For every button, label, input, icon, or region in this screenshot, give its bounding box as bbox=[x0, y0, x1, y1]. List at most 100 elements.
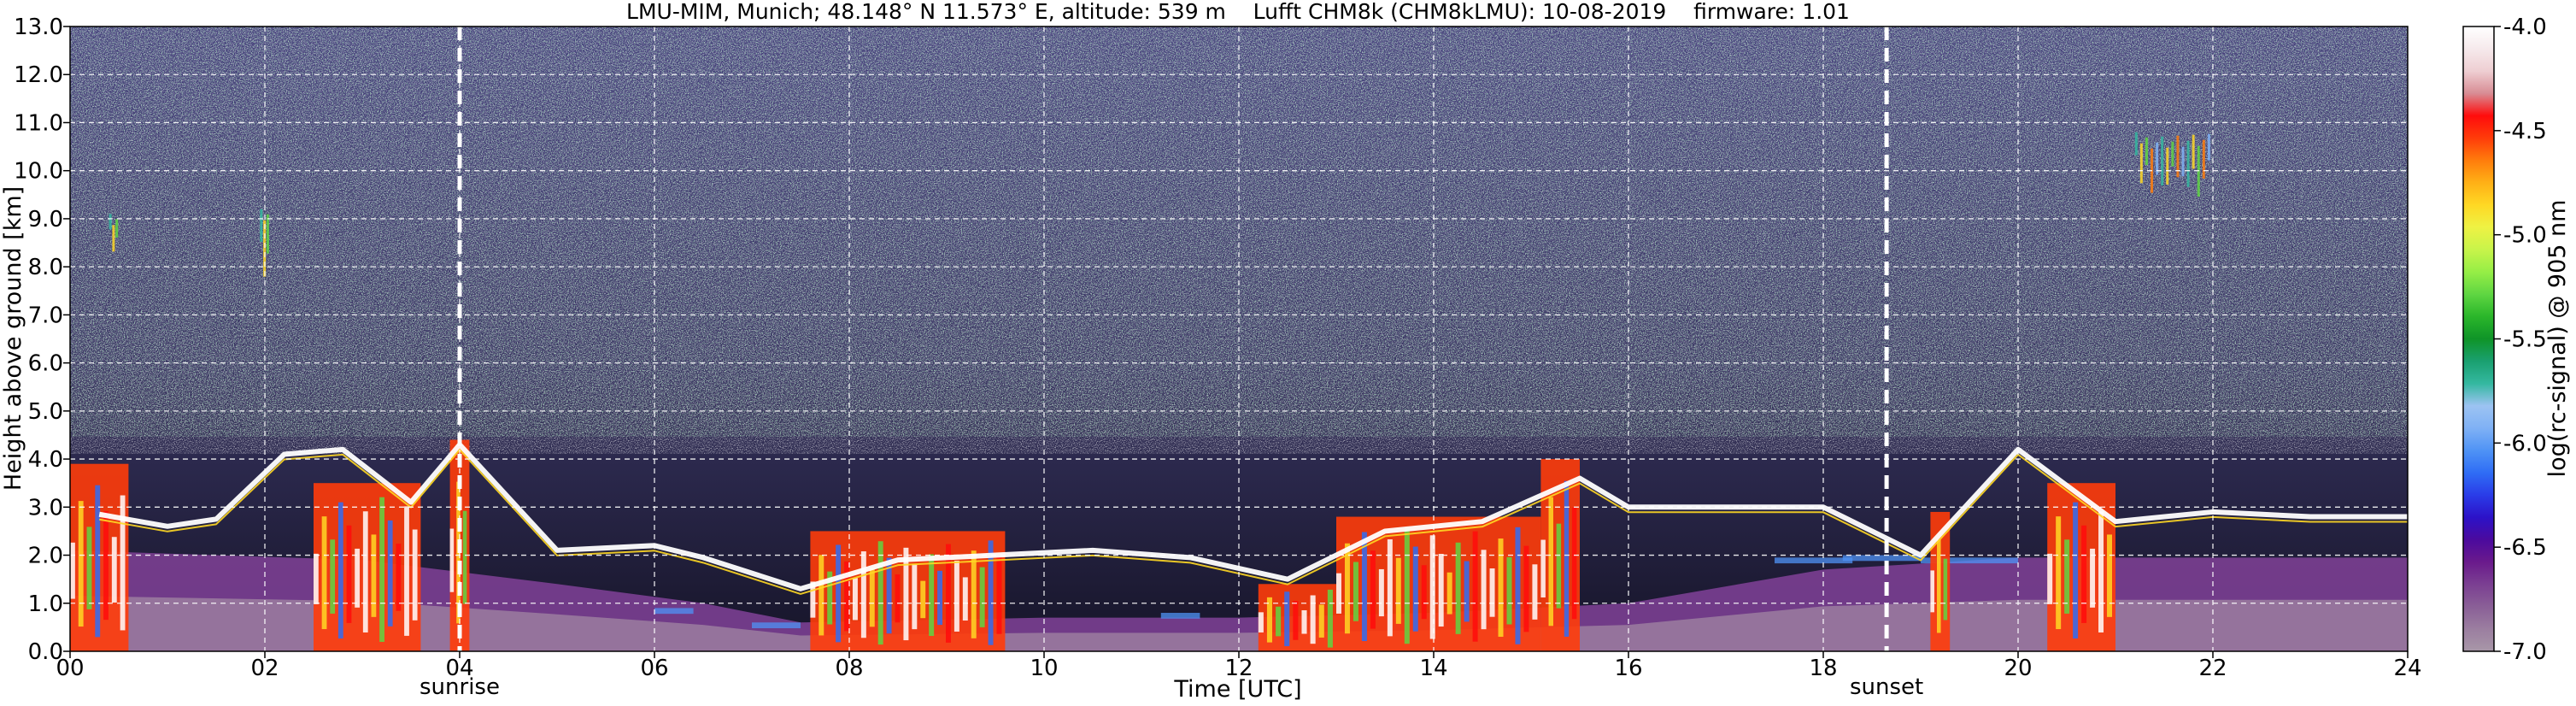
cloud-streak bbox=[929, 554, 935, 637]
aerosol-blue-band bbox=[1921, 557, 2018, 564]
cloud-streak bbox=[1336, 573, 1341, 614]
strong-backscatter-cloud bbox=[1336, 516, 1541, 651]
cloud-streak bbox=[1498, 538, 1504, 637]
cirrus-streak bbox=[2197, 145, 2200, 197]
cloud-streak bbox=[827, 571, 833, 625]
y-tick-label: 3.0 bbox=[28, 495, 63, 521]
cloud-streak bbox=[2090, 548, 2096, 608]
event-label-sunset: sunset bbox=[1850, 674, 1923, 700]
event-markers bbox=[457, 26, 1889, 651]
cloud-streak bbox=[346, 525, 352, 623]
cloud-streak bbox=[1378, 568, 1384, 617]
cirrus-streak bbox=[2181, 146, 2185, 177]
cloud-streak bbox=[2098, 511, 2104, 632]
aerosol-blue-band bbox=[1842, 555, 1921, 562]
cloud-streak bbox=[1438, 554, 1444, 627]
cloud-streak bbox=[120, 495, 126, 631]
y-tick-label: 8.0 bbox=[28, 255, 63, 280]
y-tick-label: 9.0 bbox=[28, 207, 63, 232]
cloud-streak bbox=[979, 567, 985, 627]
colorbar-tick-label: -4.5 bbox=[2503, 119, 2547, 144]
cloud-streak bbox=[988, 540, 994, 645]
cloud-streak bbox=[371, 534, 377, 617]
cirrus-streak bbox=[2202, 139, 2205, 179]
chart-title: LMU-MIM, Munich; 48.148° N 11.573° E, al… bbox=[626, 0, 1850, 24]
cloud-streak bbox=[70, 542, 75, 599]
plot-area bbox=[69, 26, 2409, 652]
strong-backscatter-cloud bbox=[70, 463, 129, 651]
cloud-streak bbox=[1455, 542, 1461, 634]
cloud-streak bbox=[1353, 562, 1358, 621]
cirrus-streak bbox=[2176, 135, 2180, 178]
cloud-streak bbox=[2047, 553, 2053, 604]
colorbar-label: log(rc-signal) @ 905 nm bbox=[2544, 200, 2571, 478]
x-tick-label: 12 bbox=[1224, 656, 1253, 681]
cloud-streak bbox=[895, 574, 901, 623]
y-tick-label: 13.0 bbox=[14, 15, 63, 40]
cloud-streak bbox=[404, 506, 409, 636]
cloud-streak bbox=[1564, 480, 1570, 637]
colorbar-tick-label: -4.0 bbox=[2503, 15, 2547, 40]
cloud-streak bbox=[1943, 558, 1948, 621]
cirrus-streak bbox=[2207, 133, 2210, 161]
cirrus-cloud bbox=[260, 209, 269, 277]
colorbar-gradient bbox=[2462, 26, 2495, 652]
cloud-streak bbox=[1310, 595, 1316, 644]
cloud-streak bbox=[810, 581, 816, 618]
cloud-streak bbox=[954, 561, 959, 632]
cloud-streak bbox=[1412, 546, 1418, 632]
cloud-streak bbox=[962, 577, 968, 621]
cloud-streak bbox=[1930, 570, 1934, 613]
cloud-streak bbox=[971, 550, 977, 638]
y-tick-label: 1.0 bbox=[28, 591, 63, 617]
cloud-streak bbox=[362, 511, 368, 632]
cloud-streak bbox=[1276, 606, 1282, 637]
cloud-streak bbox=[869, 568, 875, 627]
cloud-streak bbox=[1318, 604, 1324, 638]
cirrus-streak bbox=[260, 209, 263, 242]
cloud-streak bbox=[996, 556, 1002, 634]
cloud-streak bbox=[844, 561, 849, 632]
cloud-streak bbox=[1446, 572, 1452, 615]
y-tick-label: 2.0 bbox=[28, 544, 63, 569]
cloud-streak bbox=[1327, 589, 1333, 648]
cloud-streak bbox=[396, 544, 402, 611]
aerosol-blue-band bbox=[1160, 613, 1200, 619]
cirrus-streak bbox=[115, 219, 119, 238]
strong-backscatter-cloud bbox=[314, 483, 421, 651]
cirrus-streak bbox=[2161, 136, 2164, 186]
x-axis-label: Time [UTC] bbox=[1173, 676, 1301, 703]
x-tick-label: 04 bbox=[445, 656, 473, 681]
y-axis-label: Height above ground [km] bbox=[0, 186, 26, 491]
x-tick-label: 22 bbox=[2198, 656, 2227, 681]
cloud-streak bbox=[86, 527, 92, 609]
x-tick-label: 02 bbox=[250, 656, 279, 681]
cloud-streak bbox=[903, 547, 909, 641]
cloud-streak bbox=[1472, 531, 1478, 642]
cirrus-streak bbox=[263, 220, 267, 277]
x-tick-label: 10 bbox=[1030, 656, 1058, 681]
strong-backscatter-cloud bbox=[810, 531, 1006, 651]
cirrus-streak bbox=[109, 214, 112, 230]
cloud-streak bbox=[920, 580, 926, 619]
cloud-streak bbox=[2056, 516, 2062, 630]
cloud-streak bbox=[1556, 523, 1562, 609]
aerosol-blue-band bbox=[654, 608, 694, 615]
x-tick-label: 20 bbox=[2004, 656, 2032, 681]
colorbar-tick-label: -6.5 bbox=[2503, 535, 2547, 561]
cloud-streak bbox=[1387, 539, 1393, 637]
cirrus-streak bbox=[2145, 137, 2148, 166]
y-tick-label: 11.0 bbox=[14, 110, 63, 136]
y-tick-label: 12.0 bbox=[14, 62, 63, 88]
cloud-streak bbox=[1523, 545, 1529, 632]
x-axis: 00 02 04 06 08 10 12 14 16 18 20 22 24 sunrise sunset bbox=[56, 651, 2422, 700]
cloud-streak bbox=[449, 528, 455, 592]
cloud-streak bbox=[1532, 564, 1538, 620]
cloud-streak bbox=[836, 544, 842, 643]
cirrus-streak bbox=[2192, 134, 2195, 169]
cirrus-cloud bbox=[109, 214, 119, 252]
x-tick-label: 06 bbox=[640, 656, 668, 681]
cloud-streak bbox=[1548, 497, 1553, 627]
colorbar-tick-label: -6.0 bbox=[2503, 431, 2547, 456]
